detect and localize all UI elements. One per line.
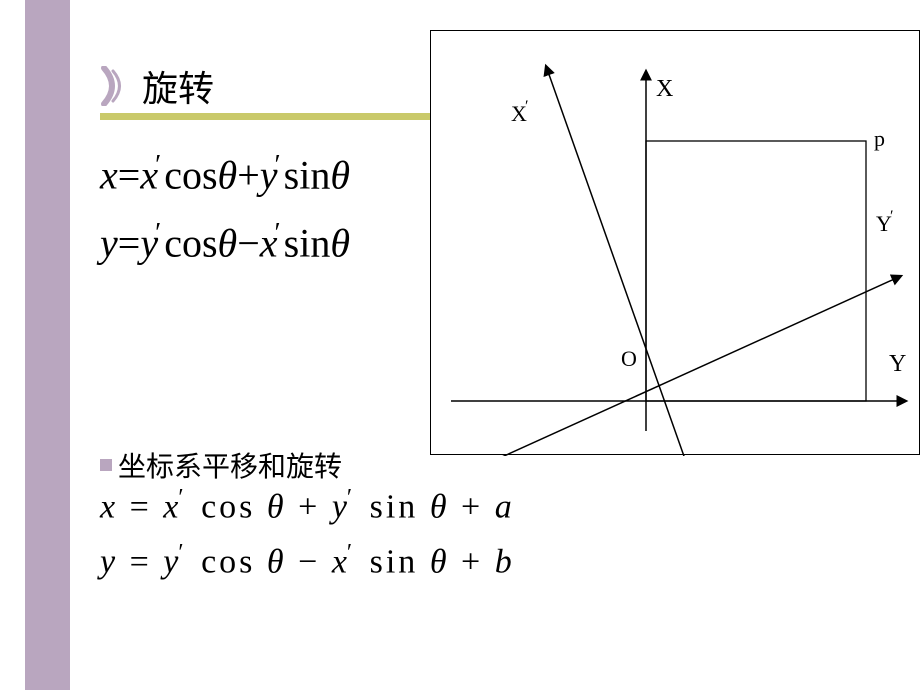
svg-text:′: ′	[890, 208, 894, 225]
title-bullet-icon	[100, 66, 128, 106]
svg-text:X: X	[656, 76, 673, 102]
subtitle-text: 坐标系平移和旋转	[118, 445, 342, 485]
title-row: 旋转	[100, 60, 214, 112]
svg-text:p: p	[874, 126, 885, 151]
svg-text:O: O	[621, 346, 637, 371]
svg-text:Y: Y	[889, 351, 906, 377]
square-bullet-icon	[100, 459, 112, 471]
diagram-svg: XYX′Y′Op	[431, 31, 920, 456]
left-accent-bar	[25, 0, 70, 690]
equation-combined-x: x = x′ cos θ + y′ sin θ + a	[100, 485, 515, 526]
slide-content: 旋转 x=x′cosθ+y′sinθ y=y′cosθ−x′sinθ 坐标系平移…	[80, 0, 920, 690]
svg-text:′: ′	[525, 98, 529, 115]
coordinate-diagram: XYX′Y′Op	[430, 30, 920, 455]
equation-rotation-y: y=y′cosθ−x′sinθ	[100, 218, 350, 266]
equation-rotation-x: x=x′cosθ+y′sinθ	[100, 150, 350, 198]
equation-combined-y: y = y′ cos θ − x′ sin θ + b	[100, 540, 515, 581]
slide-title: 旋转	[142, 60, 214, 112]
subtitle-row: 坐标系平移和旋转	[100, 445, 342, 485]
